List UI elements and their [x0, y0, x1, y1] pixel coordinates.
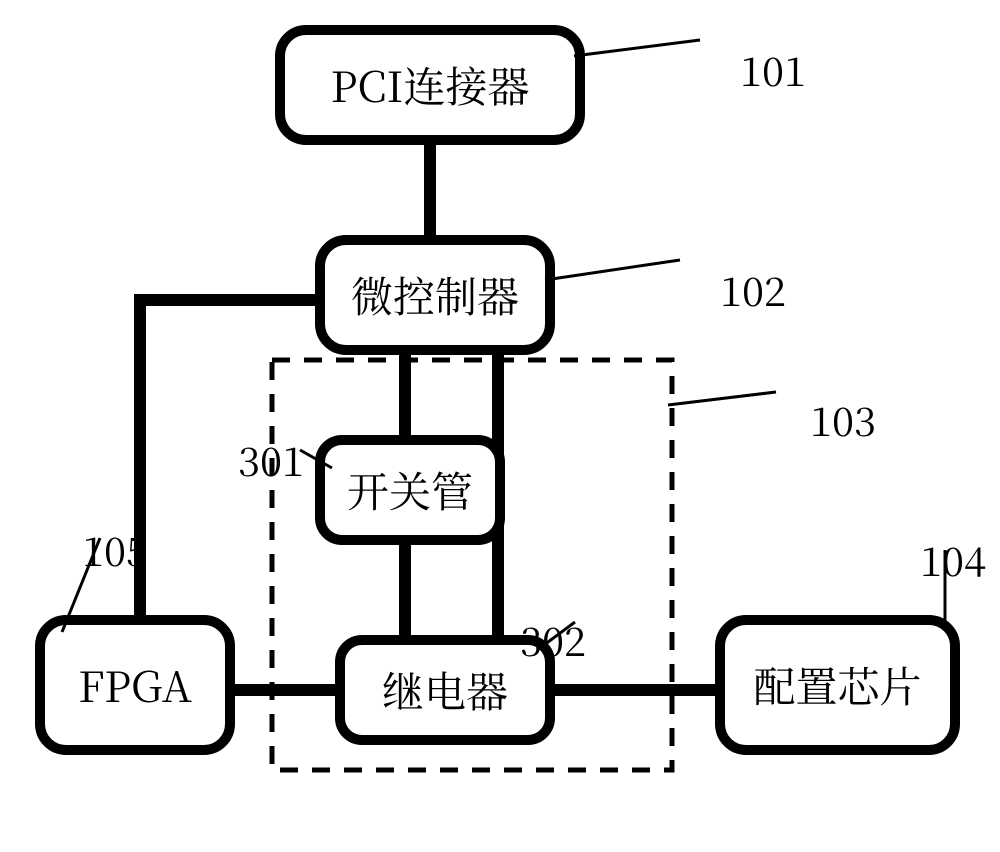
node-fpga: FPGA	[40, 620, 230, 750]
callout-text-105: 105	[82, 521, 148, 578]
callout-text-301: 301	[238, 431, 304, 488]
callout-text-101: 101	[740, 41, 806, 98]
node-pci-text: PCI连接器	[331, 55, 530, 115]
callout-text-102: 102	[720, 261, 786, 318]
leader-101	[574, 40, 700, 56]
node-sw-text: 开关管	[347, 460, 473, 520]
callout-text-302: 302	[520, 611, 586, 668]
node-pci: PCI连接器	[280, 30, 580, 140]
node-cfg: 配置芯片	[720, 620, 955, 750]
node-fpga-text: FPGA	[78, 655, 192, 715]
callout-text-104: 104	[920, 531, 986, 588]
node-cfg-text: 配置芯片	[753, 655, 921, 715]
node-mcu-text: 微控制器	[351, 265, 519, 325]
leader-102	[545, 260, 680, 280]
node-sw: 开关管	[320, 440, 500, 540]
node-rly: 继电器	[340, 640, 550, 740]
node-mcu: 微控制器	[320, 240, 550, 350]
node-rly-text: 继电器	[382, 660, 508, 720]
leader-103	[668, 392, 776, 405]
callout-text-103: 103	[810, 391, 876, 448]
